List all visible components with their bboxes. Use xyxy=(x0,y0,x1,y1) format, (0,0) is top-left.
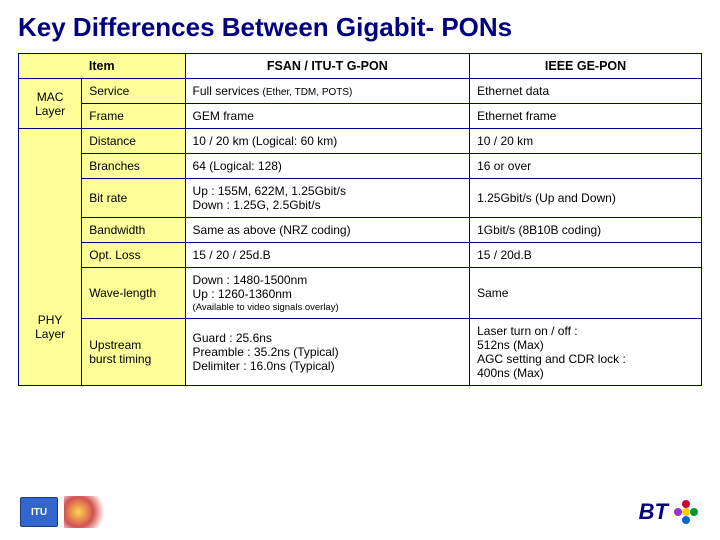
itu-logo: ITU xyxy=(20,496,112,528)
overlay-text: (Available to video signals overlay) xyxy=(193,302,463,313)
comparison-table: Item FSAN / ITU-T G-PON IEEE GE-PON MAC … xyxy=(18,53,702,386)
cell-val: Down : 1480-1500nm Up : 1260-1360nm(Avai… xyxy=(185,268,470,319)
cell-val: Ethernet data xyxy=(470,79,702,104)
bt-text: BT xyxy=(639,499,668,525)
cell-item: Distance xyxy=(82,129,185,154)
cell-val: Same as above (NRZ coding) xyxy=(185,218,470,243)
section-phy: PHY Layer xyxy=(19,129,82,386)
row-upstream: Upstream burst timing Guard : 25.6ns Pre… xyxy=(19,319,702,386)
cell-val: 16 or over xyxy=(470,154,702,179)
section-mac: MAC Layer xyxy=(19,79,82,129)
text: Full services xyxy=(193,84,263,98)
cell-val: 10 / 20 km (Logical: 60 km) xyxy=(185,129,470,154)
footer: ITU BT xyxy=(0,490,720,534)
cell-val: 15 / 20d.B xyxy=(470,243,702,268)
cell-item: Frame xyxy=(82,104,185,129)
itu-icon: ITU xyxy=(20,497,58,527)
cell-val: Ethernet frame xyxy=(470,104,702,129)
row-service: MAC Layer Service Full services (Ether, … xyxy=(19,79,702,104)
cell-val: 64 (Logical: 128) xyxy=(185,154,470,179)
cell-item: Branches xyxy=(82,154,185,179)
header-item: Item xyxy=(19,54,186,79)
header-ieee: IEEE GE-PON xyxy=(470,54,702,79)
bt-logo: BT xyxy=(639,498,700,526)
cell-val: 1.25Gbit/s (Up and Down) xyxy=(470,179,702,218)
slide: Key Differences Between Gigabit- PONs It… xyxy=(0,0,720,540)
streak-icon xyxy=(64,496,112,528)
bt-dots-icon xyxy=(672,498,700,526)
subtext: (Ether, TDM, POTS) xyxy=(263,87,353,98)
cell-val: 15 / 20 / 25d.B xyxy=(185,243,470,268)
cell-val: 10 / 20 km xyxy=(470,129,702,154)
header-fsan: FSAN / ITU-T G-PON xyxy=(185,54,470,79)
cell-val: 1Gbit/s (8B10B coding) xyxy=(470,218,702,243)
cell-val: GEM frame xyxy=(185,104,470,129)
cell-item: Service xyxy=(82,79,185,104)
row-branches: Branches 64 (Logical: 128) 16 or over xyxy=(19,154,702,179)
cell-val: Laser turn on / off : 512ns (Max) AGC se… xyxy=(470,319,702,386)
cell-val: Full services (Ether, TDM, POTS) xyxy=(185,79,470,104)
text: PHY Layer xyxy=(26,313,74,341)
row-frame: Frame GEM frame Ethernet frame xyxy=(19,104,702,129)
cell-item: Upstream burst timing xyxy=(82,319,185,386)
cell-val: Up : 155M, 622M, 1.25Gbit/s Down : 1.25G… xyxy=(185,179,470,218)
cell-item: Bandwidth xyxy=(82,218,185,243)
cell-item: Bit rate xyxy=(82,179,185,218)
page-title: Key Differences Between Gigabit- PONs xyxy=(18,12,702,43)
row-optloss: Opt. Loss 15 / 20 / 25d.B 15 / 20d.B xyxy=(19,243,702,268)
cell-item: Wave-length xyxy=(82,268,185,319)
text: Down : 1480-1500nm Up : 1260-1360nm xyxy=(193,273,308,301)
row-wavelength: Wave-length Down : 1480-1500nm Up : 1260… xyxy=(19,268,702,319)
header-row: Item FSAN / ITU-T G-PON IEEE GE-PON xyxy=(19,54,702,79)
cell-val: Same xyxy=(470,268,702,319)
cell-item: Opt. Loss xyxy=(82,243,185,268)
row-bitrate: Bit rate Up : 155M, 622M, 1.25Gbit/s Dow… xyxy=(19,179,702,218)
row-distance: PHY Layer Distance 10 / 20 km (Logical: … xyxy=(19,129,702,154)
cell-val: Guard : 25.6ns Preamble : 35.2ns (Typica… xyxy=(185,319,470,386)
row-bandwidth: Bandwidth Same as above (NRZ coding) 1Gb… xyxy=(19,218,702,243)
